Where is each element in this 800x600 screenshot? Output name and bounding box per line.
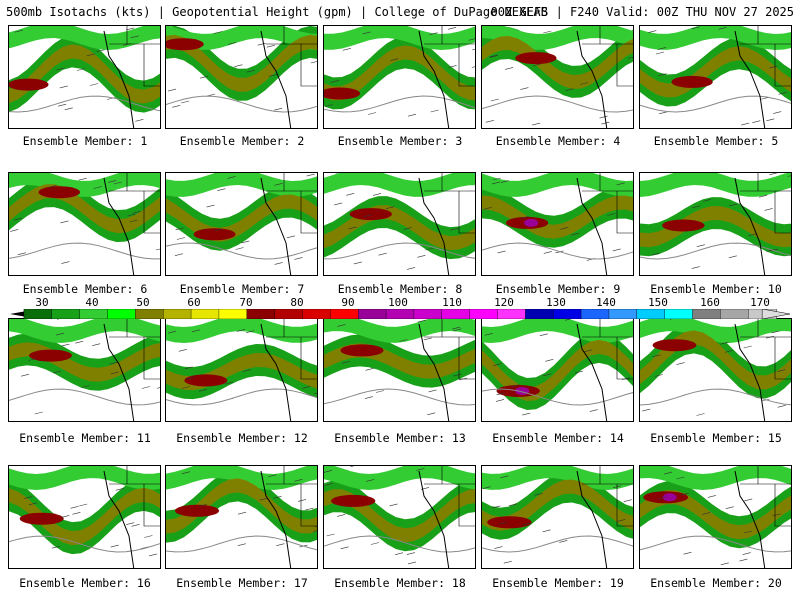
header-title: 500mb Isotachs (kts) | Geopotential Heig… xyxy=(6,5,548,19)
colorbar-swatch xyxy=(636,309,666,319)
colorbar-tick-label: 170 xyxy=(750,296,770,309)
ensemble-map-20 xyxy=(639,465,792,569)
colorbar-swatch xyxy=(692,309,722,319)
ensemble-member-label: Ensemble Member: 16 xyxy=(19,576,151,590)
colorbar-swatch xyxy=(51,309,81,319)
colorbar-swatch xyxy=(163,309,192,319)
colorbar-swatch xyxy=(246,309,276,319)
ensemble-map-5 xyxy=(639,25,792,129)
colorbar-swatch xyxy=(469,309,499,319)
colorbar-swatch xyxy=(664,309,694,319)
colorbar-swatch xyxy=(330,309,359,319)
ensemble-member-label: Ensemble Member: 11 xyxy=(19,431,151,445)
colorbar-tick-label: 150 xyxy=(648,296,668,309)
colorbar-swatch xyxy=(135,309,164,319)
ensemble-map-10 xyxy=(639,172,792,276)
ensemble-map-8 xyxy=(323,172,476,276)
ensemble-member-label: Ensemble Member: 4 xyxy=(495,134,621,148)
ensemble-member-label: Ensemble Member: 9 xyxy=(495,282,621,296)
ensemble-member-label: Ensemble Member: 3 xyxy=(337,134,463,148)
colorbar-tick-label: 90 xyxy=(341,296,355,309)
colorbar-swatch xyxy=(608,309,638,319)
ensemble-map-18 xyxy=(323,465,476,569)
colorbar-tick-label: 100 xyxy=(388,296,408,309)
ensemble-map-1 xyxy=(8,25,161,129)
colorbar-swatch xyxy=(553,309,582,319)
colorbar-swatch xyxy=(302,309,332,319)
ensemble-member-label: Ensemble Member: 14 xyxy=(492,431,624,445)
ensemble-member-label: Ensemble Member: 8 xyxy=(337,282,463,296)
colorbar-tick-label: 140 xyxy=(596,296,616,309)
ensemble-map-4 xyxy=(481,25,634,129)
ensemble-map-2 xyxy=(165,25,318,129)
ensemble-member-label: Ensemble Member: 5 xyxy=(653,134,779,148)
ensemble-member-label: Ensemble Member: 19 xyxy=(492,576,624,590)
colorbar-swatch xyxy=(79,309,109,319)
colorbar-swatch xyxy=(525,309,554,319)
colorbar-swatch xyxy=(274,309,304,319)
colorbar-swatch xyxy=(720,309,749,319)
ensemble-member-label: Ensemble Member: 20 xyxy=(650,576,782,590)
ensemble-member-label: Ensemble Member: 2 xyxy=(179,134,305,148)
colorbar-swatch xyxy=(413,309,443,319)
isotach-colorbar xyxy=(10,309,790,319)
colorbar-tick-label: 40 xyxy=(85,296,99,309)
colorbar-swatch xyxy=(190,309,220,319)
colorbar-swatch xyxy=(497,309,527,319)
colorbar-tick-label: 50 xyxy=(136,296,150,309)
colorbar-swatch xyxy=(107,309,137,319)
ensemble-map-6 xyxy=(8,172,161,276)
colorbar-tick-label: 120 xyxy=(494,296,514,309)
colorbar-tick-label: 80 xyxy=(290,296,304,309)
colorbar-swatch xyxy=(580,309,610,319)
ensemble-map-19 xyxy=(481,465,634,569)
ensemble-member-label: Ensemble Member: 7 xyxy=(179,282,305,296)
ensemble-map-3 xyxy=(323,25,476,129)
ensemble-map-16 xyxy=(8,465,161,569)
ensemble-map-7 xyxy=(165,172,318,276)
colorbar-tick-label: 60 xyxy=(187,296,201,309)
colorbar-right-arrow xyxy=(761,309,790,319)
ensemble-map-11 xyxy=(8,318,161,422)
ensemble-member-label: Ensemble Member: 18 xyxy=(334,576,466,590)
ensemble-member-label: Ensemble Member: 13 xyxy=(334,431,466,445)
ensemble-member-label: Ensemble Member: 12 xyxy=(176,431,308,445)
ensemble-map-12 xyxy=(165,318,318,422)
colorbar-tick-label: 30 xyxy=(35,296,49,309)
ensemble-member-label: Ensemble Member: 17 xyxy=(176,576,308,590)
colorbar-tick-label: 130 xyxy=(546,296,566,309)
ensemble-member-label: Ensemble Member: 10 xyxy=(650,282,782,296)
ensemble-map-15 xyxy=(639,318,792,422)
colorbar-tick-label: 160 xyxy=(700,296,720,309)
ensemble-member-label: Ensemble Member: 6 xyxy=(22,282,148,296)
ensemble-member-label: Ensemble Member: 15 xyxy=(650,431,782,445)
colorbar-swatch xyxy=(218,309,248,319)
ensemble-member-label: Ensemble Member: 1 xyxy=(22,134,148,148)
ensemble-map-9 xyxy=(481,172,634,276)
colorbar-tick-label: 110 xyxy=(442,296,462,309)
header-run-info: 00Z GEFS | F240 Valid: 00Z THU NOV 27 20… xyxy=(490,5,794,19)
ensemble-map-13 xyxy=(323,318,476,422)
colorbar-swatch xyxy=(441,309,471,319)
colorbar-swatch xyxy=(385,309,415,319)
ensemble-map-14 xyxy=(481,318,634,422)
colorbar-swatch xyxy=(358,309,387,319)
colorbar-swatch xyxy=(23,309,53,319)
ensemble-map-17 xyxy=(165,465,318,569)
colorbar-tick-label: 70 xyxy=(239,296,253,309)
